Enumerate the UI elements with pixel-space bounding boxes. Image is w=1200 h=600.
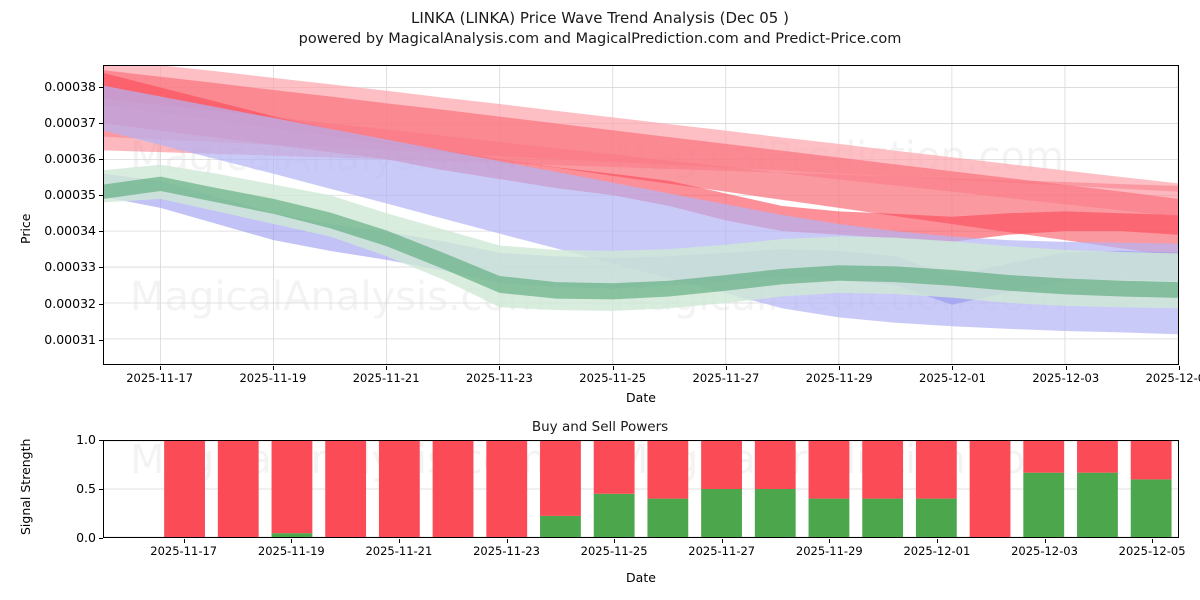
- price-x-tick-label: 2025-12-01: [919, 371, 986, 385]
- power-x-tick-label: 2025-11-17: [150, 544, 218, 558]
- power-x-tick-label: 2025-11-25: [580, 544, 648, 558]
- price-x-tick-mark: [386, 366, 388, 370]
- power-x-tick-label: 2025-12-05: [1118, 544, 1186, 558]
- power-x-tick-label: 2025-11-23: [473, 544, 540, 558]
- price-wave-plot-area: MagicalAnalysis.com MagicalPrediction.co…: [103, 65, 1179, 365]
- power-x-tick-mark: [398, 539, 400, 543]
- price-axis-title-x: Date: [626, 390, 656, 405]
- power-x-tick-mark: [291, 539, 293, 543]
- price-x-tick-mark: [1179, 366, 1180, 370]
- price-y-tick-label: 0.00035: [44, 187, 96, 203]
- price-y-tick-mark: [99, 303, 103, 305]
- buy-sell-powers-svg: [104, 441, 1178, 537]
- price-y-tick-mark: [99, 158, 103, 160]
- power-x-tick-label: 2025-11-27: [688, 544, 756, 558]
- power-x-tick-label: 2025-11-29: [795, 544, 863, 558]
- power-x-tick-mark: [936, 539, 938, 543]
- price-x-tick-mark: [952, 366, 954, 370]
- page-subtitle: powered by MagicalAnalysis.com and Magic…: [298, 31, 902, 47]
- power-x-tick-mark: [1152, 539, 1154, 543]
- price-x-tick-mark: [499, 366, 501, 370]
- power-y-tick-label: 1.0: [76, 432, 96, 447]
- power-y-tick-label: 0.0: [76, 530, 96, 545]
- price-x-tick-mark: [839, 366, 841, 370]
- price-y-tick-mark: [99, 86, 103, 88]
- price-y-tick-mark: [99, 122, 103, 124]
- price-x-tick-label: 2025-11-17: [126, 371, 194, 385]
- power-x-tick-mark: [614, 539, 616, 543]
- price-wave-svg: [104, 66, 1178, 364]
- power-y-tick-mark: [99, 440, 103, 441]
- price-x-tick-label: 2025-11-29: [805, 371, 873, 385]
- page-title: LINKA (LINKA) Price Wave Trend Analysis …: [411, 9, 789, 27]
- price-y-tick-mark: [99, 339, 103, 341]
- power-x-tick-mark: [183, 539, 185, 543]
- price-x-tick-label: 2025-12-03: [1032, 371, 1100, 385]
- power-y-tick-label: 0.5: [76, 481, 96, 496]
- price-x-tick-mark: [725, 366, 727, 370]
- price-x-tick-label: 2025-11-19: [239, 371, 307, 385]
- power-x-tick-mark: [721, 539, 723, 543]
- price-x-tick-label: 2025-11-23: [465, 371, 533, 385]
- price-x-tick-mark: [1065, 366, 1067, 370]
- price-y-tick-label: 0.00031: [44, 331, 96, 347]
- price-x-tick-mark: [612, 366, 614, 370]
- power-y-tick-mark: [99, 489, 103, 490]
- price-x-tick-mark: [272, 366, 274, 370]
- price-x-tick-label: 2025-11-21: [352, 371, 420, 385]
- price-x-tick-label: 2025-11-25: [579, 371, 647, 385]
- power-x-tick-label: 2025-11-19: [257, 544, 325, 558]
- price-y-tick-label: 0.00034: [44, 223, 96, 239]
- price-y-tick-label: 0.00037: [44, 114, 96, 130]
- price-x-tick-label: 2025-12-05: [1145, 371, 1200, 385]
- power-x-tick-label: 2025-12-03: [1011, 544, 1078, 558]
- power-x-tick-mark: [829, 539, 831, 543]
- power-y-tick-mark: [99, 538, 103, 539]
- price-y-tick-mark: [99, 195, 103, 197]
- price-x-tick-mark: [159, 366, 161, 370]
- price-y-tick-mark: [99, 231, 103, 233]
- price-y-tick-label: 0.00038: [44, 78, 96, 94]
- power-axis-title-x: Date: [626, 570, 656, 585]
- price-y-tick-label: 0.00036: [44, 150, 96, 166]
- price-y-tick-mark: [99, 267, 103, 269]
- power-x-tick-mark: [506, 539, 508, 543]
- price-y-tick-label: 0.00032: [44, 295, 96, 311]
- power-x-tick-mark: [1044, 539, 1046, 543]
- buy-sell-powers-plot-area: MagicalAnalysis.com MagicalPrediction.co…: [103, 440, 1179, 538]
- power-chart-title: Buy and Sell Powers: [531, 419, 669, 435]
- price-x-tick-label: 2025-11-27: [692, 371, 760, 385]
- power-x-tick-label: 2025-11-21: [365, 544, 433, 558]
- price-y-tick-label: 0.00033: [44, 259, 96, 275]
- chart-title-block: LINKA (LINKA) Price Wave Trend Analysis …: [0, 8, 1200, 49]
- power-x-tick-label: 2025-12-01: [903, 544, 971, 558]
